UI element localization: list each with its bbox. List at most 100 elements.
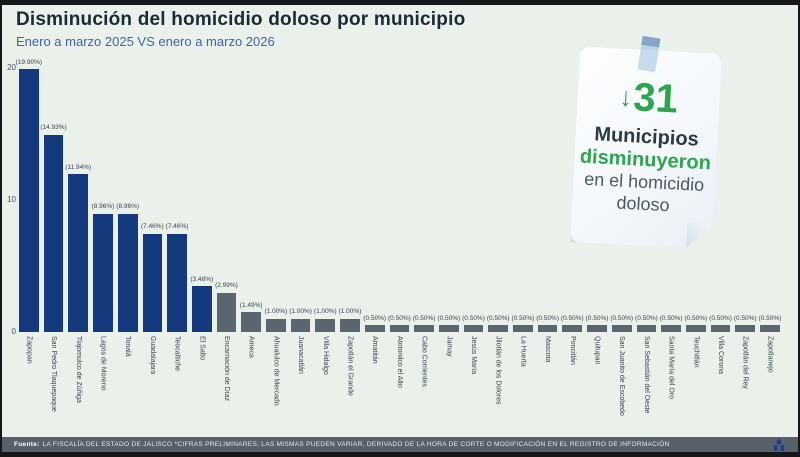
bar — [315, 318, 336, 332]
bar-x-label: Zapopan — [25, 336, 33, 364]
bar-column: (1.00%) Villa Hidalgo — [314, 68, 337, 428]
bar-x-label: Juanacatlán — [297, 336, 305, 374]
bar-column: (0.50%) Quitupan — [585, 68, 609, 428]
bar-x-label: Encarnación de Díaz — [222, 336, 230, 401]
bar-value-label: (7.46%) — [165, 223, 189, 231]
bar-value-label: (8.96%) — [116, 203, 140, 211]
bar-value-label: (1.00%) — [338, 308, 362, 316]
bar-value-label: (0.50%) — [585, 314, 609, 322]
bar-x-label: San Juanito de Escobedo — [618, 336, 626, 416]
bar-x-label: Jamay — [445, 336, 453, 357]
bar-value-label: (1.00%) — [289, 308, 312, 316]
bar-column: (3.48%) El Salto — [190, 68, 213, 428]
bar-value-label: (0.50%) — [610, 314, 634, 322]
bar-value-label: (0.50%) — [709, 314, 732, 322]
bar — [438, 325, 459, 332]
bar — [513, 325, 533, 332]
bar-column: (0.50%) San Juanito de Escobedo — [610, 68, 634, 428]
bar — [463, 325, 484, 332]
bar-x-label: Mascota — [544, 336, 552, 363]
bar-value-label: (0.50%) — [536, 314, 559, 322]
bar — [389, 325, 410, 332]
sticky-note-body: ↓31 Municipios disminuyeron en el homici… — [570, 46, 722, 249]
bar-column: (19.90%) Zapopan — [16, 59, 42, 428]
bar — [685, 325, 706, 332]
bar — [167, 233, 187, 332]
bar-x-label: Tonalá — [124, 336, 132, 357]
bar-value-label: (19.90%) — [15, 58, 43, 66]
bar-value-label: (2.99%) — [215, 282, 238, 290]
bar-x-label: El Salto — [198, 336, 206, 361]
bar — [68, 174, 89, 332]
bar-column: (0.50%) Zapotlán del Rey — [733, 68, 757, 428]
bar-column: (0.50%) Jamay — [437, 68, 460, 428]
bar-x-label: Villa Hidalgo — [321, 336, 329, 375]
bar — [611, 325, 632, 332]
bar — [290, 318, 311, 332]
bar-x-label: Cabo Corrientes — [420, 336, 428, 387]
bar — [43, 134, 64, 332]
bar-x-label: Jesús María — [470, 336, 477, 375]
slide-background: Disminución del homicidio doloso por mun… — [2, 5, 798, 452]
bar-x-label: Lagos de Moreno — [99, 336, 107, 391]
bar-column: (7.46%) Teocaltiche — [165, 68, 189, 428]
bar-value-label: (1.00%) — [264, 308, 288, 316]
bar-value-label: (0.50%) — [733, 314, 757, 322]
bar-column: (0.50%) Jesús María — [462, 68, 485, 428]
bar-column: (1.00%) Ahualulco de Mercado — [264, 68, 288, 428]
bar-value-label: (0.50%) — [635, 314, 658, 322]
bar-value-label: (7.46%) — [140, 223, 164, 231]
bar-column: (0.50%) San Sebastián del Oeste — [635, 68, 658, 428]
bar — [266, 318, 286, 332]
bar — [735, 325, 756, 332]
page-title: Disminución del homicidio doloso por mun… — [16, 9, 466, 30]
bar-column: (0.50%) Santa María del Oro — [660, 68, 683, 428]
bar-value-label: (0.50%) — [511, 314, 535, 322]
bar-x-label: Zapotlanejo — [766, 336, 774, 373]
bar — [710, 325, 731, 332]
bar — [364, 325, 385, 332]
bar-x-label: Ahualulco de Mercado — [272, 336, 280, 406]
note-count: ↓31 — [618, 75, 679, 121]
bar — [216, 292, 237, 332]
note-line-doloso: doloso — [616, 192, 671, 215]
bar-columns: (19.90%) Zapopan (14.93%) San Pedro Tlaquep… — [16, 59, 782, 428]
down-arrow-icon: ↓ — [618, 81, 634, 113]
y-tick-label: 20 — [7, 63, 16, 72]
bar — [636, 325, 657, 332]
bar-column: (0.50%) Cabo Corrientes — [412, 68, 436, 428]
bar-x-label: Tlajomulco de Zúñiga — [74, 336, 82, 403]
bar-column: (8.96%) Tonalá — [116, 68, 140, 428]
bar — [414, 325, 434, 332]
bar-x-label: San Pedro Tlaquepaque — [50, 336, 58, 412]
bar-x-label: Ameca — [247, 336, 255, 358]
y-tick-label: 0 — [11, 327, 16, 336]
bar-x-label: Atotonilco el Alto — [395, 336, 403, 388]
bar — [562, 325, 583, 332]
bar-value-label: (0.50%) — [462, 314, 485, 322]
bar-column: (0.50%) Villa Corona — [709, 68, 732, 428]
bar-value-label: (0.50%) — [684, 314, 708, 322]
bar-x-label: Quitupan — [593, 336, 601, 365]
bar — [93, 213, 113, 332]
bar-value-label: (0.50%) — [758, 314, 782, 322]
source-footer: Fuente: LA FISCALÍA DEL ESTADO DE JALISC… — [2, 437, 798, 452]
bar-column: (1.49%) Ameca — [240, 68, 263, 428]
bar — [191, 286, 212, 332]
bar-value-label: (0.50%) — [412, 314, 436, 322]
bar — [760, 325, 780, 332]
bar — [340, 318, 360, 332]
bar-x-label: Poncitlán — [568, 336, 576, 365]
bar-x-label: Guadalajara — [148, 336, 156, 375]
bar-x-label: Teuchitlán — [692, 336, 700, 368]
bar-column: (1.00%) Juanacatlán — [289, 68, 312, 428]
bar-value-label: (0.50%) — [486, 314, 510, 322]
bar-x-label: La Huerta — [519, 336, 527, 367]
bar-value-label: (0.50%) — [388, 314, 411, 322]
bar-column: (0.50%) La Huerta — [511, 68, 535, 428]
source-text: LA FISCALÍA DEL ESTADO DE JALISCO *CIFRA… — [42, 441, 670, 448]
bar-column: (0.50%) Zapotlanejo — [758, 68, 782, 428]
bar — [661, 325, 681, 332]
jalisco-emblem-icon — [772, 438, 786, 451]
bar-column: (0.50%) Teuchitlán — [684, 68, 708, 428]
